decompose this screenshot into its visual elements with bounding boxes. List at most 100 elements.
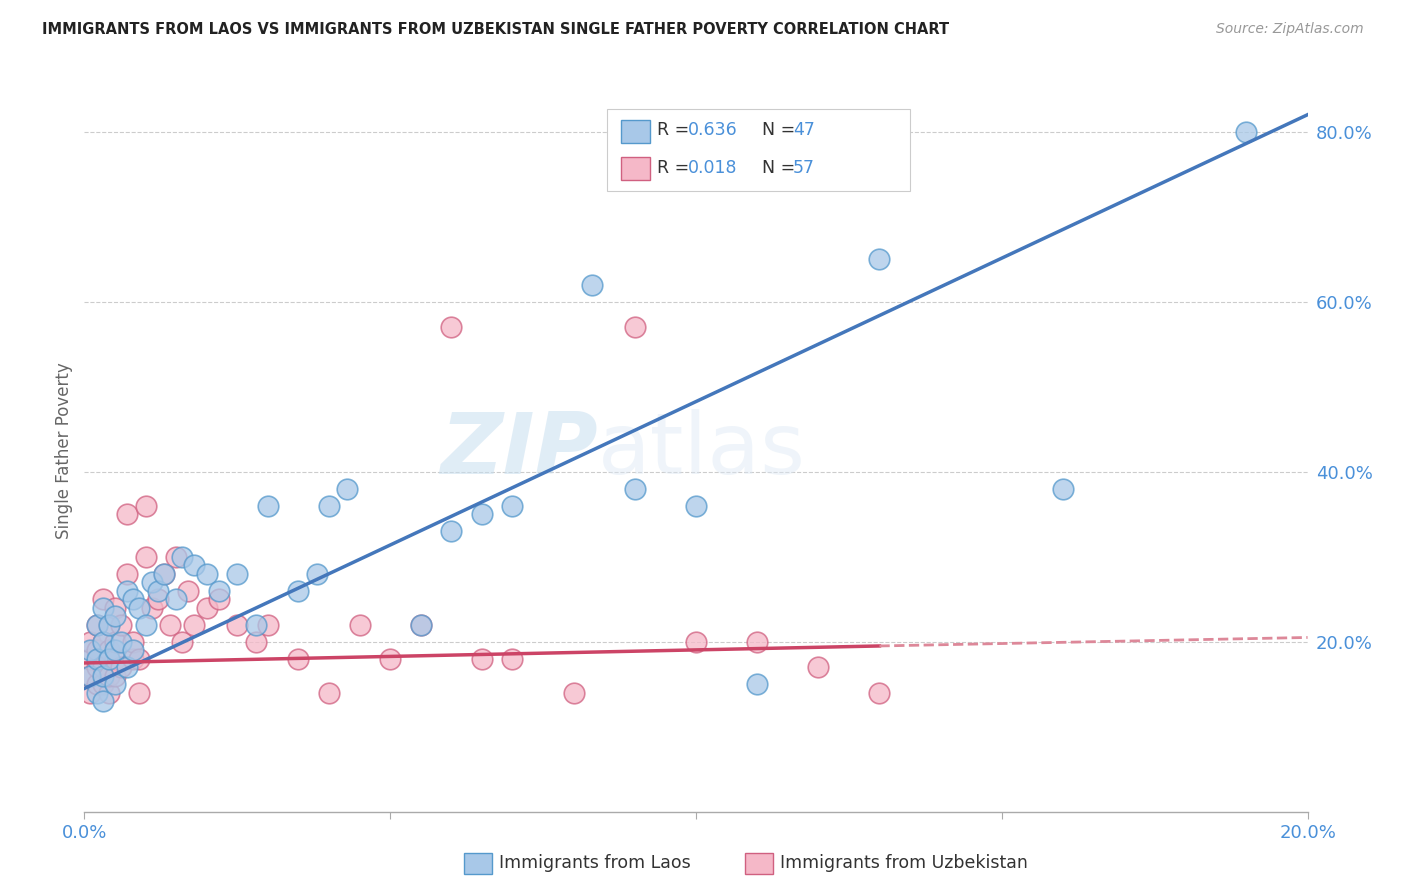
Point [195, 566, 218, 581]
Text: N =: N = [762, 159, 801, 177]
Point [245, 634, 267, 648]
Text: 57: 57 [793, 159, 815, 177]
Point [226, 566, 249, 581]
Point [91, 694, 114, 708]
Point [91, 592, 114, 607]
Point [208, 592, 231, 607]
Point [1236, 125, 1258, 139]
Point [195, 600, 218, 615]
Point [336, 482, 359, 496]
Point [562, 686, 585, 700]
Point [226, 617, 249, 632]
Point [440, 524, 463, 539]
Point [91, 634, 114, 648]
Point [86, 643, 108, 657]
Point [153, 566, 176, 581]
Point [183, 617, 205, 632]
Point [97, 617, 120, 632]
Point [287, 651, 309, 665]
Point [165, 592, 187, 607]
Text: IMMIGRANTS FROM LAOS VS IMMIGRANTS FROM UZBEKISTAN SINGLE FATHER POVERTY CORRELA: IMMIGRANTS FROM LAOS VS IMMIGRANTS FROM … [42, 22, 949, 37]
Point [91, 677, 114, 691]
Point [409, 617, 432, 632]
Point [104, 609, 127, 624]
Point [115, 507, 138, 521]
Point [869, 252, 891, 267]
Point [257, 499, 280, 513]
Point [79, 669, 101, 683]
Text: Immigrants from Uzbekistan: Immigrants from Uzbekistan [780, 855, 1028, 872]
Point [104, 643, 127, 657]
Point [409, 617, 432, 632]
Point [110, 660, 132, 674]
Point [208, 583, 231, 598]
Point [685, 634, 707, 648]
Point [104, 669, 127, 683]
Point [104, 634, 127, 648]
Point [86, 617, 108, 632]
Text: N =: N = [762, 121, 801, 139]
Point [104, 677, 127, 691]
Point [141, 575, 163, 590]
Point [104, 600, 127, 615]
Point [79, 634, 101, 648]
Point [128, 651, 150, 665]
Text: R =: R = [657, 121, 695, 139]
Point [624, 482, 647, 496]
Point [287, 583, 309, 598]
Point [115, 566, 138, 581]
Point [122, 634, 145, 648]
Point [581, 277, 603, 292]
Point [128, 686, 150, 700]
Point [86, 686, 108, 700]
Point [146, 583, 169, 598]
Point [91, 660, 114, 674]
Point [349, 617, 371, 632]
Point [86, 617, 108, 632]
Point [807, 660, 830, 674]
Text: 0.018: 0.018 [688, 159, 737, 177]
Point [747, 634, 769, 648]
Point [97, 686, 120, 700]
Point [172, 634, 194, 648]
Point [97, 643, 120, 657]
Point [86, 677, 108, 691]
Point [471, 507, 494, 521]
Point [91, 600, 114, 615]
Point [153, 566, 176, 581]
Text: 0.636: 0.636 [688, 121, 737, 139]
Point [122, 643, 145, 657]
Point [91, 634, 114, 648]
Point [79, 651, 101, 665]
Point [183, 558, 205, 573]
Point [318, 686, 340, 700]
Point [110, 617, 132, 632]
Point [172, 549, 194, 564]
Point [502, 651, 524, 665]
Point [141, 600, 163, 615]
Text: Source: ZipAtlas.com: Source: ZipAtlas.com [1216, 22, 1364, 37]
Point [135, 617, 157, 632]
Point [305, 566, 328, 581]
Point [869, 686, 891, 700]
Point [502, 499, 524, 513]
Point [257, 617, 280, 632]
Text: R =: R = [657, 159, 695, 177]
Point [624, 320, 647, 334]
Point [440, 320, 463, 334]
Point [86, 660, 108, 674]
Point [159, 617, 181, 632]
Point [471, 651, 494, 665]
Point [380, 651, 402, 665]
Text: atlas: atlas [598, 409, 806, 492]
Point [97, 669, 120, 683]
Text: ZIP: ZIP [440, 409, 598, 492]
Point [115, 660, 138, 674]
Point [115, 583, 138, 598]
Point [97, 651, 120, 665]
Point [245, 617, 267, 632]
Point [128, 600, 150, 615]
Point [91, 669, 114, 683]
Point [1052, 482, 1074, 496]
Point [97, 617, 120, 632]
